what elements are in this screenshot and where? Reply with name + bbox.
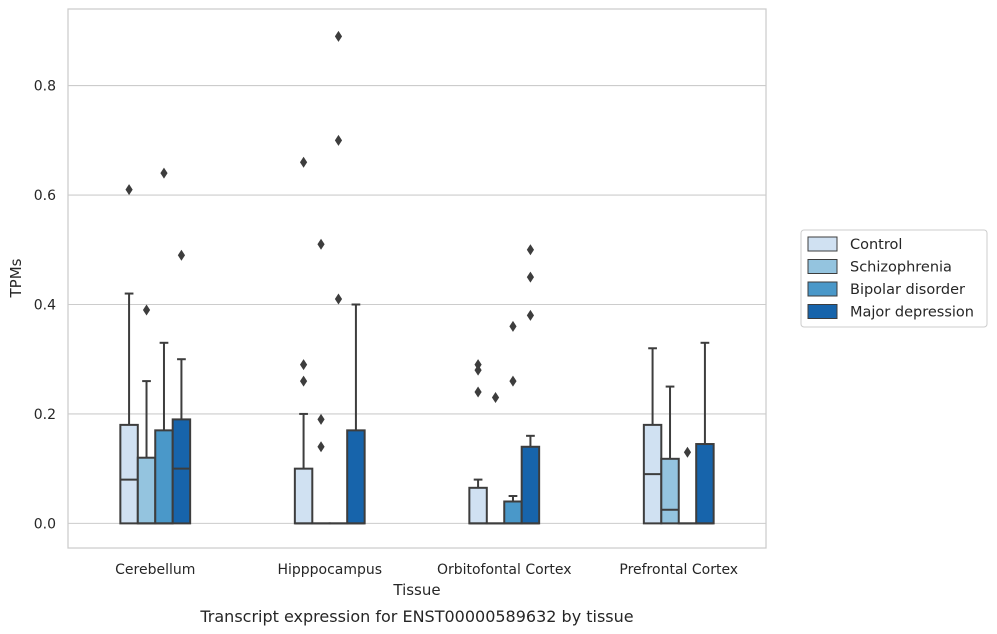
legend-label: Major depression <box>850 305 974 321</box>
outlier-point <box>177 249 186 261</box>
box-group <box>293 156 314 525</box>
legend-swatch <box>807 304 838 319</box>
outlier-point <box>299 359 308 371</box>
box <box>171 418 192 525</box>
box-group <box>660 385 680 525</box>
outlier-point <box>491 392 500 404</box>
legend-swatch <box>807 236 838 252</box>
box-group <box>520 244 541 525</box>
outlier-point <box>334 30 343 42</box>
box <box>119 423 139 525</box>
x-tick-label: Prefrontal Cortex <box>619 562 738 578</box>
legend-label: Control <box>850 237 902 253</box>
legend-frame <box>800 229 988 328</box>
box-group <box>171 249 192 525</box>
box <box>660 457 680 525</box>
x-tick-label: Orbitofontal Cortex <box>437 562 572 578</box>
box <box>695 443 715 525</box>
outlier-point <box>526 244 535 256</box>
outlier-point <box>317 413 325 425</box>
x-tick-labels: Cerebellum Hipppocampus Orbitofontal Corte… <box>115 562 738 578</box>
outlier-point <box>125 184 133 196</box>
figure-caption: Transcript expression for ENST0000058963… <box>199 607 633 626</box>
y-tick-label: 0.8 <box>34 79 56 95</box>
outlier-point <box>474 359 482 371</box>
box <box>293 467 314 525</box>
legend-swatch <box>807 281 838 297</box>
outlier-point <box>299 375 308 387</box>
outlier-point <box>526 271 535 283</box>
box <box>503 500 523 525</box>
outlier-point <box>509 375 517 387</box>
outlier-point <box>526 309 535 321</box>
outlier-point <box>683 446 692 458</box>
boxes-layer <box>119 30 715 525</box>
outlier-point <box>334 134 343 146</box>
outlier-point <box>299 156 308 168</box>
outlier-point <box>474 386 482 398</box>
box <box>136 456 157 525</box>
box-group <box>136 304 157 525</box>
y-tick-label: 0.0 <box>34 516 56 532</box>
outlier-point <box>160 167 168 179</box>
y-tick-label: 0.2 <box>34 407 56 423</box>
x-tick-label: Hipppocampus <box>277 562 382 578</box>
box <box>154 429 174 525</box>
outlier-point <box>142 304 151 316</box>
legend-swatch <box>807 259 838 274</box>
legend-label: Schizophrenia <box>850 260 952 276</box>
box <box>346 429 366 525</box>
x-axis-label: Tissue <box>392 581 440 599</box>
outlier-point <box>509 320 517 332</box>
y-tick-labels: 0.0 0.2 0.4 0.6 0.8 <box>34 79 56 533</box>
outlier-point <box>317 238 325 250</box>
box <box>468 486 488 525</box>
box-group <box>695 341 715 525</box>
outlier-point <box>317 441 325 453</box>
y-axis-label: TPMs <box>7 258 25 298</box>
box <box>520 445 541 525</box>
legend-label: Bipolar disorder <box>850 282 965 298</box>
box-group <box>503 320 523 525</box>
y-tick-label: 0.4 <box>34 297 56 313</box>
box-group <box>468 359 488 525</box>
box-group <box>346 303 366 525</box>
x-tick-label: Cerebellum <box>115 562 195 578</box>
y-tick-label: 0.6 <box>34 188 56 204</box>
legend: Control Schizophrenia Bipolar disorder Majo… <box>800 229 988 328</box>
outlier-point <box>334 293 343 305</box>
